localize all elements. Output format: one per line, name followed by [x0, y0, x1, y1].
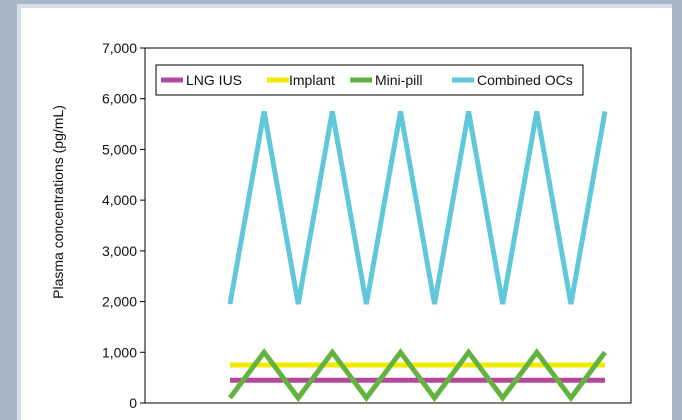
y-tick-label: 5,000 — [102, 141, 137, 157]
y-tick-label: 0 — [129, 395, 137, 411]
legend-label: Combined OCs — [477, 72, 573, 88]
y-tick-label: 2,000 — [102, 294, 137, 310]
y-tick-label: 6,000 — [102, 91, 137, 107]
y-tick-label: 4,000 — [102, 192, 137, 208]
y-tick-label: 1,000 — [102, 344, 137, 360]
legend-label: Implant — [289, 72, 335, 88]
plot-frame — [144, 47, 632, 404]
legend-label: LNG IUS — [186, 72, 242, 88]
chart-axes: 0 1,000 2,000 3,000 4,000 5,000 6,000 7,000 — [102, 40, 632, 411]
y-axis-title: Plasma concentrations (pg/mL) — [50, 105, 66, 299]
chart-panel: 0 1,000 2,000 3,000 4,000 5,000 6,000 7,000 LNG… — [17, 4, 672, 420]
legend-label: Mini-pill — [375, 72, 422, 88]
y-tick-label: 7,000 — [102, 40, 137, 56]
series-layer — [227, 110, 608, 403]
line-chart: 0 1,000 2,000 3,000 4,000 5,000 6,000 7,000 LNG… — [50, 40, 632, 411]
series-line-mini-pill — [227, 348, 608, 403]
chart-legend: LNG IUS Implant Mini-pill Combined OCs — [155, 64, 584, 96]
series-line-combined-ocs — [227, 110, 608, 305]
y-tick-label: 3,000 — [102, 243, 137, 259]
